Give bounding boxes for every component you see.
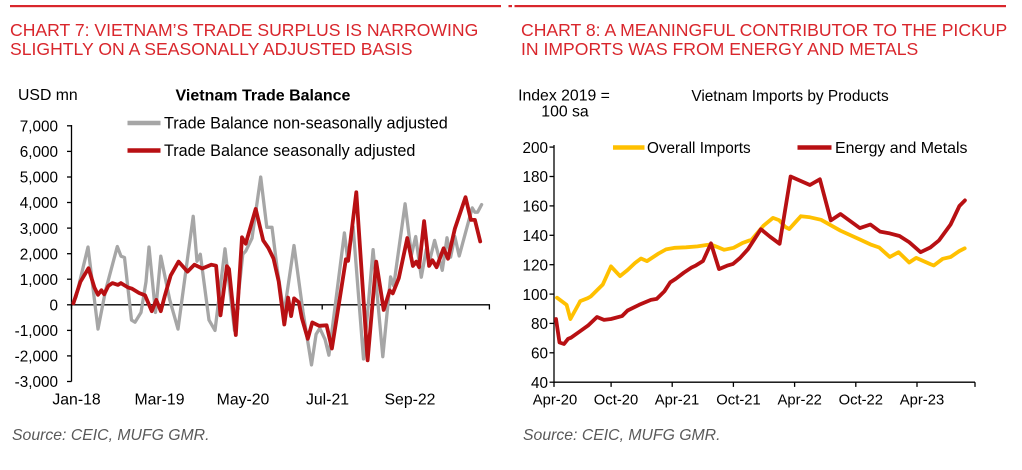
svg-text:Jan-18: Jan-18	[52, 391, 101, 408]
svg-text:6,000: 6,000	[20, 144, 58, 161]
svg-text:-2,000: -2,000	[15, 349, 58, 366]
svg-text:Sep-22: Sep-22	[385, 391, 436, 408]
svg-text:7,000: 7,000	[20, 119, 58, 136]
svg-text:Apr-23: Apr-23	[900, 393, 944, 409]
svg-text:CHART 7: VIETNAM’S TRADE SURPL: CHART 7: VIETNAM’S TRADE SURPLUS IS NARR…	[10, 20, 478, 40]
svg-text:100: 100	[522, 287, 548, 304]
svg-text:4,000: 4,000	[20, 195, 58, 212]
svg-text:140: 140	[522, 228, 548, 245]
svg-text:May-20: May-20	[217, 391, 270, 408]
svg-text:-3,000: -3,000	[15, 374, 58, 391]
svg-text:SLIGHTLY ON A SEASONALLY ADJUS: SLIGHTLY ON A SEASONALLY ADJUSTED BASIS	[10, 39, 413, 59]
svg-text:IN IMPORTS WAS FROM ENERGY AND: IN IMPORTS WAS FROM ENERGY AND METALS	[521, 39, 918, 59]
svg-text:80: 80	[531, 316, 548, 333]
svg-text:Apr-20: Apr-20	[533, 393, 577, 409]
svg-text:Apr-21: Apr-21	[655, 393, 699, 409]
svg-text:Oct-22: Oct-22	[839, 393, 883, 409]
svg-text:-1,000: -1,000	[15, 323, 58, 340]
svg-text:Index 2019 =: Index 2019 =	[518, 88, 610, 105]
svg-text:160: 160	[522, 199, 548, 216]
svg-text:Vietnam Imports by Products: Vietnam Imports by Products	[691, 88, 889, 105]
svg-text:0: 0	[49, 298, 58, 315]
svg-text:Source: CEIC, MUFG GMR.: Source: CEIC, MUFG GMR.	[523, 427, 720, 444]
svg-text:Jul-21: Jul-21	[306, 391, 349, 408]
svg-text:Mar-19: Mar-19	[134, 391, 184, 408]
svg-text:Oct-21: Oct-21	[716, 393, 760, 409]
svg-text:Vietnam Trade Balance: Vietnam Trade Balance	[176, 88, 351, 105]
svg-text:Energy and Metals: Energy and Metals	[835, 140, 968, 157]
svg-text:2,000: 2,000	[20, 246, 58, 263]
svg-text:Source: CEIC, MUFG GMR.: Source: CEIC, MUFG GMR.	[12, 427, 209, 444]
svg-text:Trade Balance seasonally adjus: Trade Balance seasonally adjusted	[164, 142, 415, 160]
svg-text:3,000: 3,000	[20, 221, 58, 238]
svg-text:200: 200	[522, 140, 548, 157]
svg-text:USD mn: USD mn	[18, 87, 78, 104]
svg-text:Oct-20: Oct-20	[594, 393, 638, 409]
svg-text:Apr-22: Apr-22	[777, 393, 821, 409]
svg-text:100 sa: 100 sa	[541, 104, 589, 121]
svg-text:5,000: 5,000	[20, 170, 58, 187]
svg-text:120: 120	[522, 257, 548, 274]
svg-text:180: 180	[522, 169, 548, 186]
svg-text:Trade Balance non-seasonally a: Trade Balance non-seasonally adjusted	[164, 115, 448, 133]
svg-text:60: 60	[531, 346, 548, 363]
svg-text:1,000: 1,000	[20, 272, 58, 289]
svg-text:40: 40	[531, 375, 548, 392]
svg-text:CHART 8: A MEANINGFUL CONTRIBU: CHART 8: A MEANINGFUL CONTRIBUTOR TO THE…	[521, 20, 1007, 40]
svg-text:Overall Imports: Overall Imports	[647, 140, 751, 157]
